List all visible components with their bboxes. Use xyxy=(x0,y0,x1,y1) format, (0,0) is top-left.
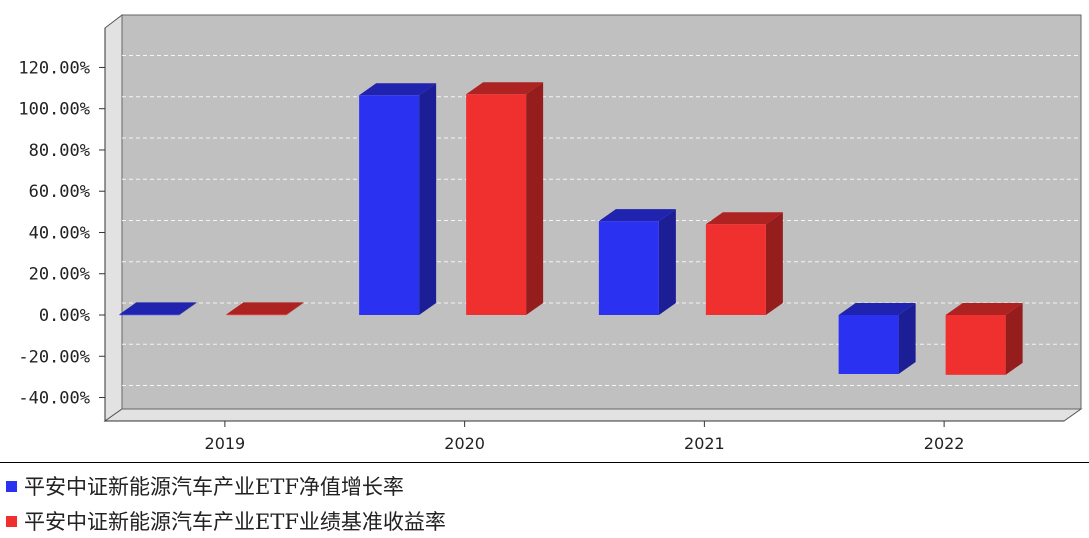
bar-front xyxy=(945,315,1006,375)
bar-side xyxy=(419,83,437,315)
plot-floor xyxy=(103,408,1083,422)
bar-2021-series-1 xyxy=(598,209,676,315)
bar-side xyxy=(526,82,544,315)
bar-side xyxy=(179,302,197,315)
bar-front xyxy=(838,315,899,375)
bar-side xyxy=(658,209,676,315)
bar-2019-series-1 xyxy=(119,302,197,316)
plot-background xyxy=(121,14,1082,410)
bar-front xyxy=(359,95,420,315)
bar-side xyxy=(898,303,916,375)
y-axis-ticks: 120.00% 100.00% 80.00% 60.00% 40.00% 20.00% 0.… xyxy=(18,58,105,409)
x-tick-label: 2022 xyxy=(924,434,965,453)
legend-label: 平安中证新能源汽车产业ETF业绩基准收益率 xyxy=(24,510,446,534)
x-tick-label: 2019 xyxy=(205,434,246,453)
y-tick-label: 120.00% xyxy=(18,58,90,78)
bar-front xyxy=(119,314,180,316)
bar-top xyxy=(466,82,544,95)
legend-label: 平安中证新能源汽车产业ETF净值增长率 xyxy=(24,475,404,499)
bar-side xyxy=(1005,303,1023,375)
bars xyxy=(119,82,1023,375)
bar-chart: 120.00% 100.00% 80.00% 60.00% 40.00% 20.00% 0.… xyxy=(18,13,1083,453)
legend-swatch-blue xyxy=(6,480,17,492)
bar-top xyxy=(359,83,437,96)
bar-top xyxy=(705,212,783,225)
bar-side xyxy=(765,212,783,315)
bar-2022-series-2 xyxy=(945,303,1023,375)
y-tick-label: 80.00% xyxy=(29,141,90,161)
bar-side xyxy=(286,302,304,315)
plot-side-wall xyxy=(104,13,123,422)
y-tick-label: 0.00% xyxy=(39,306,90,326)
bar-2020-series-2 xyxy=(466,82,544,315)
bar-top xyxy=(945,303,1023,315)
bar-front xyxy=(466,94,527,315)
y-tick-label: 100.00% xyxy=(18,100,90,120)
y-tick-label: 20.00% xyxy=(29,265,90,285)
y-tick-label: -20.00% xyxy=(18,347,90,367)
bar-top xyxy=(598,209,676,222)
bar-2020-series-1 xyxy=(359,83,437,315)
bar-front xyxy=(598,221,659,315)
bar-top xyxy=(226,302,304,315)
x-tick-label: 2020 xyxy=(444,434,485,453)
bar-2019-series-2 xyxy=(226,302,304,316)
bar-2022-series-1 xyxy=(838,303,916,375)
bar-front xyxy=(226,314,287,316)
bar-top xyxy=(838,303,916,315)
y-tick-label: 40.00% xyxy=(29,223,90,243)
legend-divider xyxy=(0,462,1089,463)
x-tick-label: 2021 xyxy=(684,434,725,453)
bar-2021-series-2 xyxy=(705,212,783,315)
legend-item-benchmark-return: 平安中证新能源汽车产业ETF业绩基准收益率 xyxy=(6,506,446,536)
bar-front xyxy=(705,224,766,315)
legend-swatch-red xyxy=(6,515,17,527)
y-tick-label: -40.00% xyxy=(18,389,90,409)
y-tick-label: 60.00% xyxy=(29,182,90,202)
bar-top xyxy=(119,302,197,315)
legend-item-nav-growth: 平安中证新能源汽车产业ETF净值增长率 xyxy=(6,471,404,501)
x-axis-ticks: 2019 2020 2021 2022 xyxy=(205,421,965,453)
legend: 平安中证新能源汽车产业ETF净值增长率 平安中证新能源汽车产业ETF业绩基准收益… xyxy=(0,462,1089,538)
